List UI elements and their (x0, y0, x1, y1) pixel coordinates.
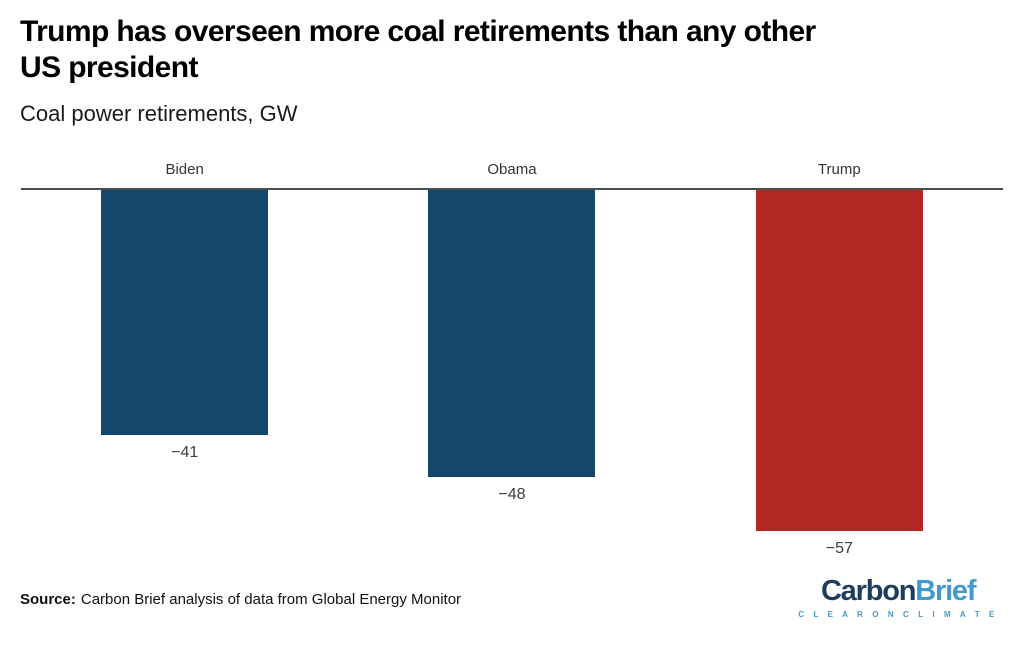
value-label-trump: −57 (825, 540, 853, 557)
logo-part-brief: Brief (915, 575, 976, 607)
bar-group-obama: −48 (348, 190, 675, 504)
bar-biden (101, 190, 269, 435)
carbonbrief-logo: CarbonBrief C L E A R O N C L I M A T E (798, 577, 998, 620)
zero-baseline (21, 188, 1003, 190)
carbonbrief-wordmark: CarbonBrief (798, 577, 998, 606)
bar-chart: Biden Obama Trump −41 −48 −57 (21, 161, 1003, 558)
logo-tagline: C L E A R O N C L I M A T E (798, 610, 998, 619)
source-text: Carbon Brief analysis of data from Globa… (80, 591, 462, 608)
value-label-biden: −41 (171, 444, 199, 461)
source-label: Source: (20, 591, 76, 608)
bar-obama (428, 190, 596, 477)
bar-group-trump: −57 (676, 190, 1003, 558)
category-labels-row: Biden Obama Trump (21, 161, 1003, 188)
chart-subtitle: Coal power retirements, GW (20, 101, 298, 126)
category-label-trump: Trump (817, 161, 861, 178)
value-label-obama: −48 (498, 486, 526, 503)
bars-row: −41 −48 −57 (21, 190, 1003, 558)
logo-part-carbon: Carbon (820, 575, 917, 607)
chart-title: Trump has overseen more coal retirements… (20, 15, 816, 84)
category-label-obama: Obama (487, 161, 537, 178)
bar-group-biden: −41 (21, 190, 348, 462)
bar-trump (755, 190, 923, 531)
source-line: Source: Carbon Brief analysis of data fro… (20, 591, 461, 608)
category-label-biden: Biden (165, 161, 204, 178)
